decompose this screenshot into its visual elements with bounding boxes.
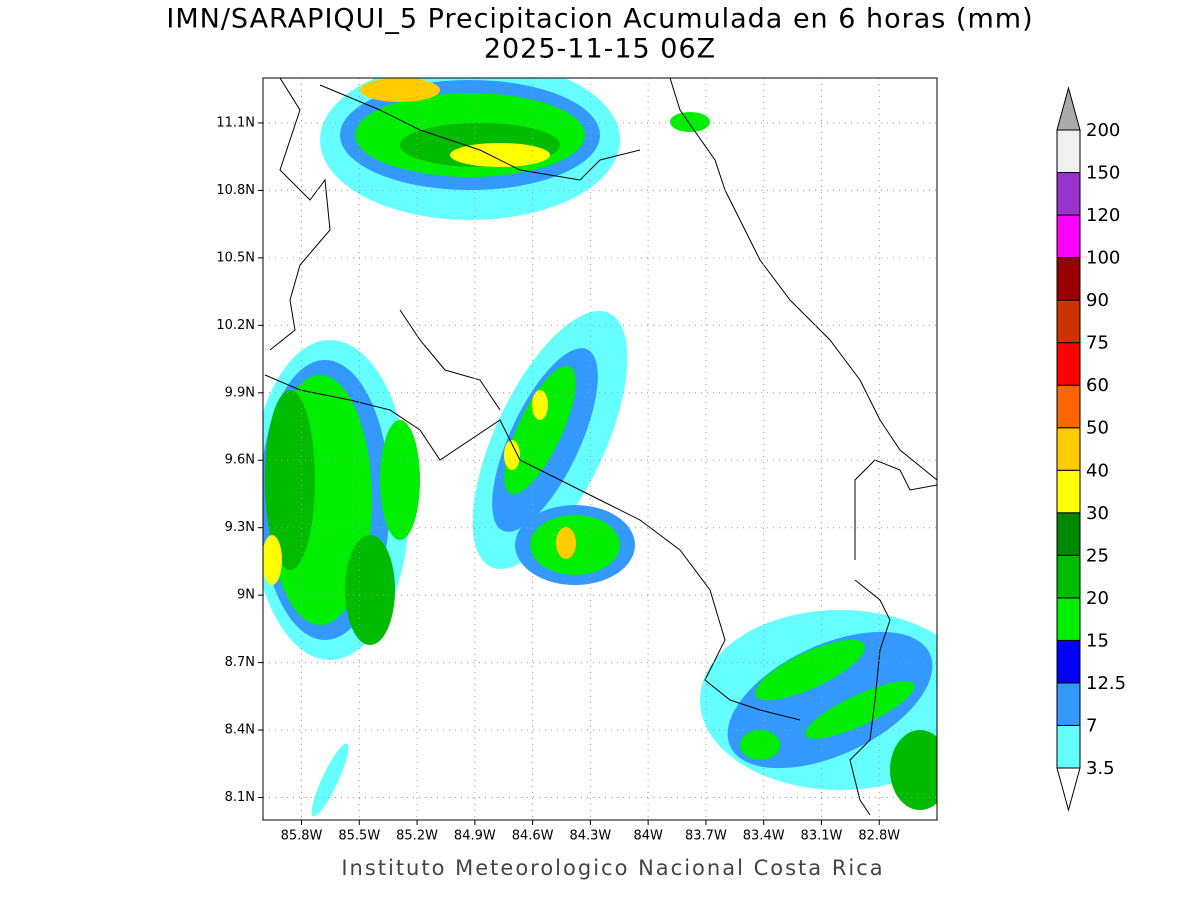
footer: Instituto Meteorologico Nacional Costa R… xyxy=(341,856,884,880)
lat-label: 8.7N xyxy=(225,655,255,670)
title: IMN/SARAPIQUI_5 Precipitacion Acumulada … xyxy=(166,4,1033,35)
colorbar-box xyxy=(1056,384,1081,429)
lat-label: 8.1N xyxy=(225,790,255,805)
lon-label: 84W xyxy=(633,829,663,844)
colorbar-box xyxy=(1056,554,1081,599)
lon-label: 82.8W xyxy=(858,829,900,844)
subtitle: 2025-11-15 06Z xyxy=(484,34,716,65)
colorbar-label: 20 xyxy=(1086,588,1109,609)
colorbar-box xyxy=(1056,597,1081,641)
lon-label: 83.4W xyxy=(743,829,785,844)
colorbar-label: 150 xyxy=(1086,163,1120,184)
lat-label: 10.2N xyxy=(216,318,255,333)
colorbar-box xyxy=(1056,172,1081,216)
colorbar-label: 120 xyxy=(1086,205,1120,226)
lon-label: 83.1W xyxy=(801,829,843,844)
lon-label: 84.6W xyxy=(512,829,554,844)
lon-label: 83.7W xyxy=(685,829,727,844)
colorbar-label: 100 xyxy=(1086,248,1120,269)
lat-label: 9N xyxy=(237,588,255,603)
lon-label: 85.2W xyxy=(396,829,438,844)
colorbar-box xyxy=(1056,512,1081,556)
map-frame xyxy=(262,77,938,821)
colorbar-label: 90 xyxy=(1086,290,1109,311)
lat-label: 9.6N xyxy=(225,453,255,468)
lat-label: 10.5N xyxy=(216,250,255,265)
colorbar-label: 60 xyxy=(1086,375,1109,396)
colorbar-label: 15 xyxy=(1086,630,1109,651)
colorbar-box xyxy=(1056,427,1081,471)
lon-label: 85.8W xyxy=(281,829,323,844)
lat-label: 8.4N xyxy=(225,723,255,738)
colorbar-label: 75 xyxy=(1086,333,1109,354)
colorbar-label: 200 xyxy=(1086,120,1120,141)
colorbar-label: 3.5 xyxy=(1086,758,1115,779)
lat-label: 11.1N xyxy=(216,115,255,130)
colorbar-box xyxy=(1056,639,1081,684)
lat-label: 9.9N xyxy=(225,385,255,400)
colorbar-box xyxy=(1056,469,1081,514)
colorbar-label: 7 xyxy=(1086,715,1097,736)
colorbar-box xyxy=(1056,682,1081,726)
colorbar-box xyxy=(1056,129,1081,174)
colorbar-label: 25 xyxy=(1086,545,1109,566)
colorbar-label: 50 xyxy=(1086,418,1109,439)
precip-field xyxy=(263,78,937,817)
colorbar-arrow-low xyxy=(1056,767,1081,812)
colorbar-label: 30 xyxy=(1086,503,1109,524)
lon-label: 85.5W xyxy=(338,829,380,844)
colorbar-box xyxy=(1056,214,1081,259)
colorbar-box xyxy=(1056,342,1081,386)
lat-label: 10.8N xyxy=(216,183,255,198)
lon-label: 84.3W xyxy=(569,829,611,844)
lon-label: 84.9W xyxy=(454,829,496,844)
colorbar-box xyxy=(1056,724,1081,769)
colorbar-arrow-high xyxy=(1056,86,1081,131)
lat-label: 9.3N xyxy=(225,520,255,535)
colorbar-label: 12.5 xyxy=(1086,673,1126,694)
colorbar-box xyxy=(1056,257,1081,301)
colorbar-label: 40 xyxy=(1086,460,1109,481)
colorbar-box xyxy=(1056,299,1081,344)
